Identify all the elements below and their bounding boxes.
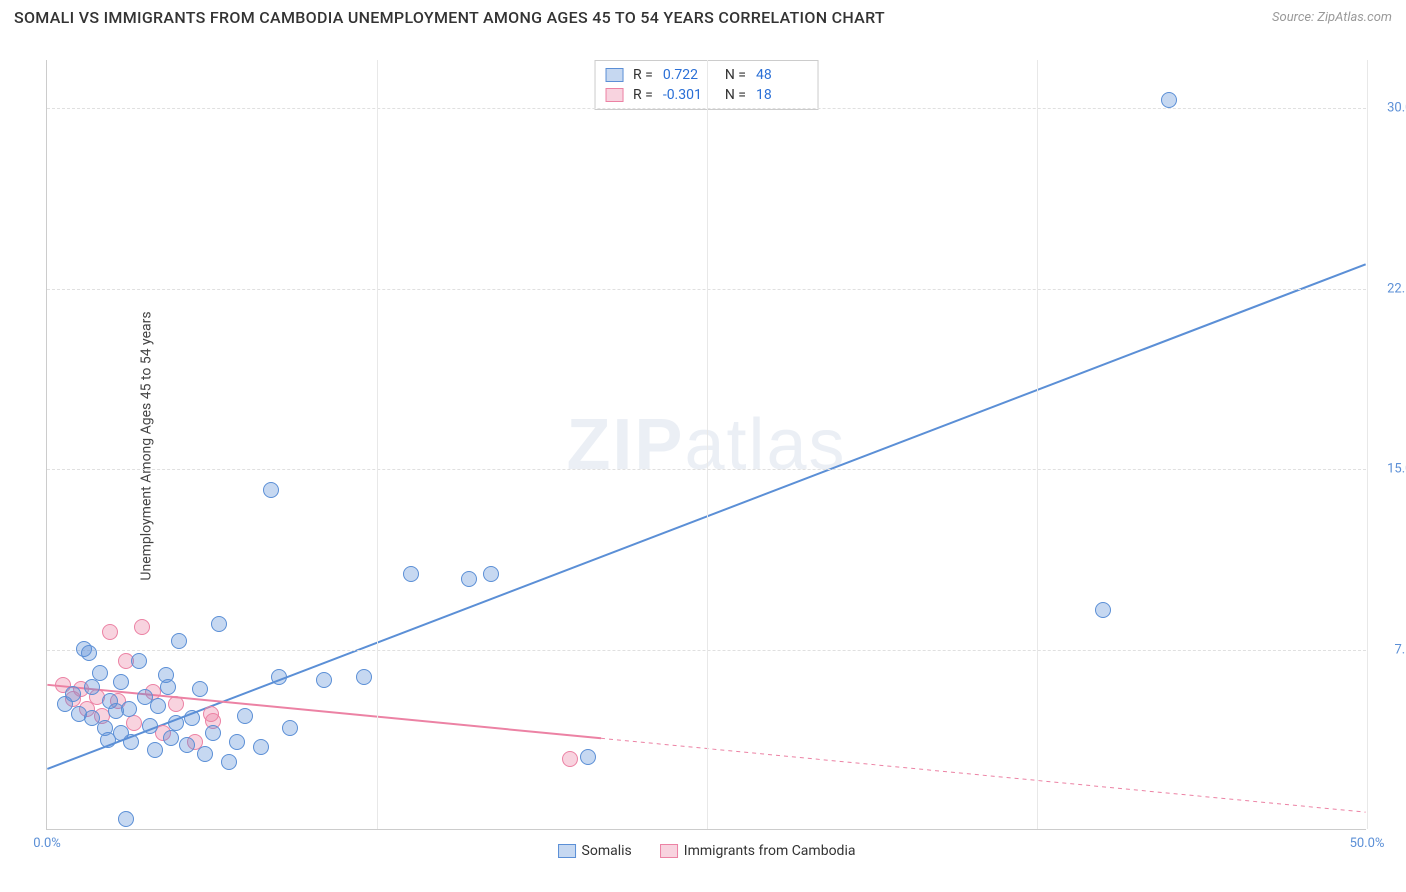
r-label: R = <box>633 87 653 103</box>
scatter-point-blue <box>282 720 298 736</box>
scatter-point-pink <box>102 624 118 640</box>
x-tick-label: 50.0% <box>1350 836 1385 851</box>
scatter-point-blue <box>179 737 195 753</box>
watermark-atlas: atlas <box>684 405 846 485</box>
legend-label-pink: Immigrants from Cambodia <box>684 843 856 859</box>
legend-item-pink: Immigrants from Cambodia <box>660 843 856 859</box>
chart-plot-area: ZIPatlas R = 0.722 N = 48 R = -0.301 N =… <box>46 60 1366 830</box>
n-value-pink: 18 <box>756 87 808 103</box>
scatter-point-blue <box>184 710 200 726</box>
scatter-point-blue <box>65 686 81 702</box>
scatter-point-blue <box>168 715 184 731</box>
scatter-point-blue <box>171 633 187 649</box>
scatter-point-blue <box>160 679 176 695</box>
legend-swatch-pink <box>660 844 678 858</box>
gridline-v <box>377 60 378 829</box>
scatter-point-blue <box>221 754 237 770</box>
scatter-point-blue <box>113 674 129 690</box>
scatter-point-pink <box>562 751 578 767</box>
scatter-point-blue <box>142 718 158 734</box>
scatter-point-blue <box>118 811 134 827</box>
scatter-point-blue <box>205 725 221 741</box>
scatter-point-blue <box>150 698 166 714</box>
scatter-point-blue <box>147 742 163 758</box>
y-tick-label: 22.5% <box>1387 281 1406 296</box>
legend-label-blue: Somalis <box>582 843 632 859</box>
legend-swatch-pink <box>605 88 623 102</box>
scatter-point-blue <box>271 669 287 685</box>
scatter-point-blue <box>211 616 227 632</box>
scatter-point-blue <box>121 701 137 717</box>
y-tick-label: 7.5% <box>1394 642 1406 657</box>
scatter-point-blue <box>1095 602 1111 618</box>
n-value-blue: 48 <box>756 67 808 83</box>
scatter-point-blue <box>192 681 208 697</box>
scatter-point-blue <box>163 730 179 746</box>
scatter-point-blue <box>253 739 269 755</box>
legend-item-blue: Somalis <box>558 843 632 859</box>
scatter-point-blue <box>237 708 253 724</box>
scatter-point-blue <box>316 672 332 688</box>
scatter-point-blue <box>131 653 147 669</box>
scatter-point-blue <box>403 566 419 582</box>
source-label: Source: ZipAtlas.com <box>1272 10 1392 25</box>
scatter-point-blue <box>483 566 499 582</box>
gridline-v <box>707 60 708 829</box>
gridline-v <box>1367 60 1368 829</box>
scatter-point-blue <box>580 749 596 765</box>
n-label: N = <box>725 67 746 83</box>
gridline-v <box>1037 60 1038 829</box>
scatter-point-blue <box>461 571 477 587</box>
scatter-point-pink <box>126 715 142 731</box>
scatter-point-blue <box>197 746 213 762</box>
scatter-point-pink <box>134 619 150 635</box>
n-label: N = <box>725 87 746 103</box>
legend-swatch-blue <box>558 844 576 858</box>
scatter-point-blue <box>84 679 100 695</box>
scatter-point-blue <box>1161 92 1177 108</box>
y-tick-label: 30.0% <box>1387 101 1406 116</box>
legend-series: Somalis Immigrants from Cambodia <box>558 843 856 859</box>
legend-swatch-blue <box>605 68 623 82</box>
scatter-point-pink <box>168 696 184 712</box>
scatter-point-blue <box>356 669 372 685</box>
scatter-point-blue <box>229 734 245 750</box>
scatter-point-blue <box>76 641 92 657</box>
y-tick-label: 15.0% <box>1387 462 1406 477</box>
trend-line-pink-dashed <box>601 738 1366 812</box>
r-label: R = <box>633 67 653 83</box>
scatter-point-blue <box>92 665 108 681</box>
chart-title: SOMALI VS IMMIGRANTS FROM CAMBODIA UNEMP… <box>14 8 885 27</box>
scatter-point-blue <box>123 734 139 750</box>
x-tick-label: 0.0% <box>33 836 61 851</box>
scatter-point-blue <box>263 482 279 498</box>
watermark-zip: ZIP <box>566 405 684 485</box>
